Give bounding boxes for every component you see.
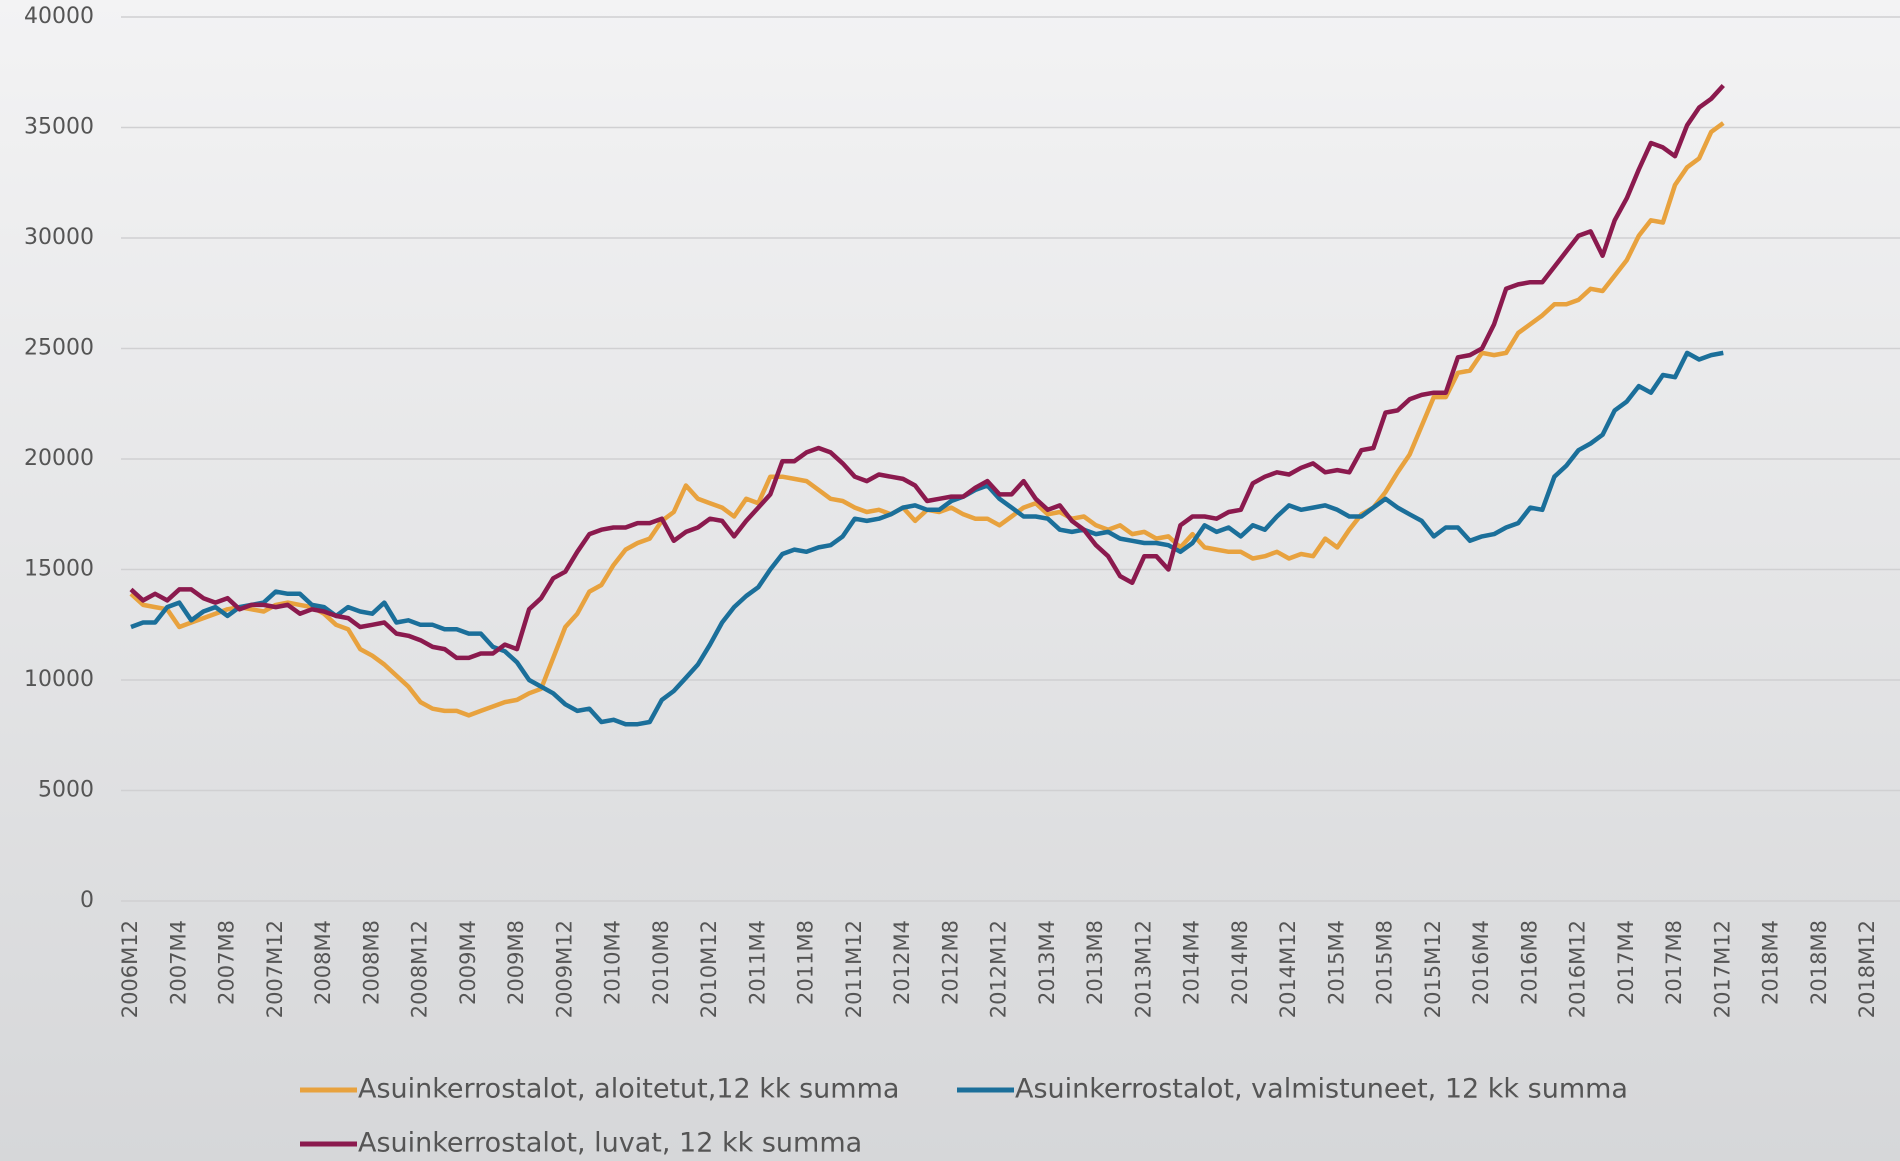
- y-tick-label: 35000: [24, 115, 94, 140]
- y-tick-label: 30000: [24, 225, 94, 250]
- y-tick-label: 5000: [38, 778, 94, 803]
- x-tick-label: 2012M8: [938, 920, 962, 1005]
- x-tick-label: 2018M12: [1855, 920, 1879, 1018]
- x-tick-label: 2010M4: [601, 920, 625, 1005]
- y-tick-label: 20000: [24, 446, 94, 471]
- series-line: [129, 83, 1725, 661]
- y-tick-label: 10000: [24, 667, 94, 692]
- x-tick-label: 2011M8: [794, 920, 818, 1005]
- x-tick-label: 2007M8: [215, 920, 239, 1005]
- x-tick-label: 2010M12: [697, 920, 721, 1018]
- x-tick-label: 2014M12: [1276, 920, 1300, 1018]
- series-line: [130, 350, 1724, 727]
- legend-label: Asuinkerrostalot, aloitetut,12 kk summa: [358, 1074, 899, 1105]
- x-tick-label: 2013M4: [1035, 920, 1059, 1005]
- x-tick-label: 2016M12: [1566, 920, 1590, 1018]
- x-tick-label: 2008M12: [408, 920, 432, 1018]
- x-tick-label: 2017M4: [1614, 920, 1638, 1005]
- x-tick-label: 2009M12: [552, 920, 576, 1018]
- x-tick-label: 2010M8: [649, 920, 673, 1005]
- x-tick-label: 2015M12: [1421, 920, 1445, 1018]
- x-tick-label: 2017M8: [1662, 920, 1686, 1005]
- x-tick-label: 2009M8: [504, 920, 528, 1005]
- x-tick-label: 2013M12: [1131, 920, 1155, 1018]
- legend-label: Asuinkerrostalot, valmistuneet, 12 kk su…: [1015, 1074, 1628, 1105]
- y-tick-label: 25000: [24, 336, 94, 361]
- x-tick-label: 2015M8: [1373, 920, 1397, 1005]
- x-tick-label: 2018M8: [1807, 920, 1831, 1005]
- x-tick-label: 2012M4: [890, 920, 914, 1005]
- y-tick-label: 15000: [24, 557, 94, 582]
- x-tick-label: 2013M8: [1083, 920, 1107, 1005]
- y-tick-label: 0: [80, 888, 94, 913]
- y-tick-label: 40000: [24, 4, 94, 29]
- x-tick-label: 2015M4: [1324, 920, 1348, 1005]
- x-tick-label: 2011M12: [842, 920, 866, 1018]
- x-tick-label: 2018M4: [1759, 920, 1783, 1005]
- x-tick-label: 2016M4: [1469, 920, 1493, 1005]
- x-tick-label: 2012M12: [987, 920, 1011, 1018]
- legend-label: Asuinkerrostalot, luvat, 12 kk summa: [358, 1128, 862, 1159]
- x-tick-label: 2017M12: [1710, 920, 1734, 1018]
- x-tick-label: 2006M12: [118, 920, 142, 1018]
- x-tick-label: 2007M4: [166, 920, 190, 1005]
- x-tick-label: 2014M8: [1228, 920, 1252, 1005]
- x-tick-label: 2016M8: [1517, 920, 1541, 1005]
- x-tick-label: 2014M4: [1180, 920, 1204, 1005]
- x-tick-label: 2008M4: [311, 920, 335, 1005]
- x-tick-label: 2008M8: [359, 920, 383, 1005]
- x-tick-label: 2009M4: [456, 920, 480, 1005]
- x-tick-label: 2011M4: [745, 920, 769, 1005]
- x-tick-label: 2007M12: [263, 920, 287, 1018]
